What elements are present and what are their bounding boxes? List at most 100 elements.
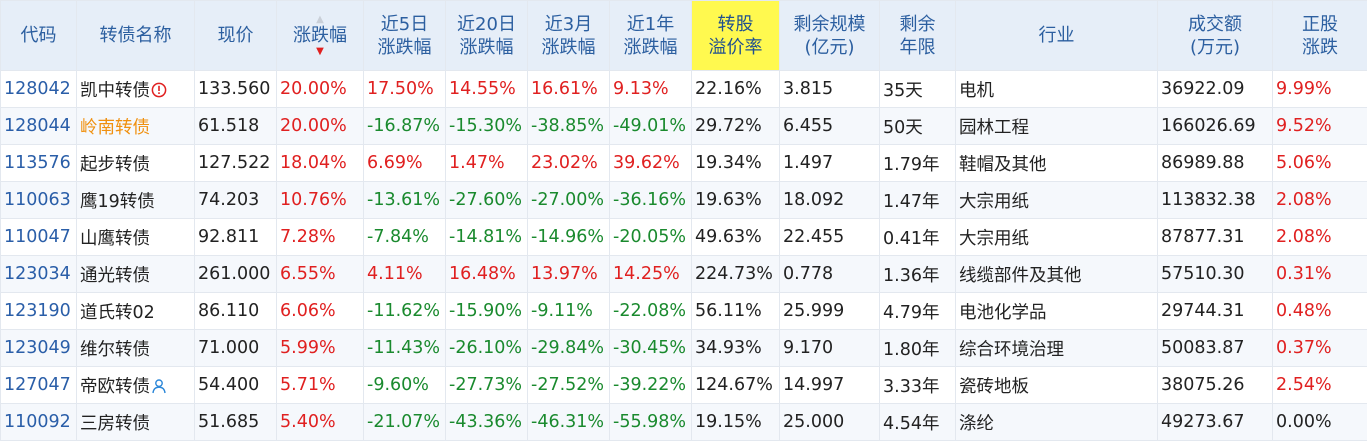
col-header-name[interactable]: 转债名称: [76, 0, 195, 71]
col-header-price[interactable]: 现价: [194, 0, 277, 71]
cell-industry: 鞋帽及其他: [955, 144, 1158, 182]
col-header-label: 近5日: [380, 13, 429, 35]
col-header-code[interactable]: 代码: [0, 0, 77, 71]
cell-price: 61.518: [194, 107, 277, 145]
stock_chg-value: 9.52%: [1276, 116, 1332, 136]
code-value[interactable]: 110047: [4, 227, 71, 247]
cell-code[interactable]: 113576: [0, 144, 77, 182]
cell-name[interactable]: 帝欧转债: [76, 366, 195, 404]
term-value: 1.79年: [883, 154, 940, 175]
chg3m-value: -27.52%: [531, 375, 605, 395]
cell-name[interactable]: 岭南转债: [76, 107, 195, 145]
table-row[interactable]: 110092 三房转债 51.685 5.40% -21.07% -43.36% -46.3…: [0, 403, 1367, 441]
table-row[interactable]: 128044 岭南转债 61.518 20.00% -16.87% -15.30% -38.…: [0, 107, 1367, 145]
cell-name[interactable]: 三房转债: [76, 403, 195, 441]
cell-code[interactable]: 110047: [0, 218, 77, 256]
cell-chg5d: -9.60%: [363, 366, 446, 404]
cell-code[interactable]: 123190: [0, 292, 77, 330]
table-row[interactable]: 110047 山鹰转债 92.811 7.28% -7.84% -14.81% -14.96…: [0, 218, 1367, 256]
cell-code[interactable]: 128044: [0, 107, 77, 145]
cell-code[interactable]: 127047: [0, 366, 77, 404]
cell-name[interactable]: 凯中转债: [76, 70, 195, 108]
name-value[interactable]: 岭南转债: [80, 117, 150, 138]
cell-name[interactable]: 道氏转02: [76, 292, 195, 330]
chg3m-value: -27.00%: [531, 190, 605, 210]
col-header-industry[interactable]: 行业: [955, 0, 1158, 71]
cell-code[interactable]: 128042: [0, 70, 77, 108]
name-value[interactable]: 凯中转债: [80, 80, 150, 101]
warning-circle-icon[interactable]: [151, 82, 167, 98]
code-value[interactable]: 113576: [4, 153, 71, 173]
premium-value: 56.11%: [695, 301, 762, 321]
chg1y-value: -20.05%: [613, 227, 687, 247]
table-body: 128042 凯中转债 133.560 20.00% 17.50% 14.55% 16.61…: [0, 70, 1367, 441]
chg-value: 18.04%: [280, 153, 347, 173]
code-value[interactable]: 123034: [4, 264, 71, 284]
cell-industry: 综合环境治理: [955, 329, 1158, 367]
cell-stock_chg: 0.37%: [1272, 329, 1367, 367]
cell-name[interactable]: 维尔转债: [76, 329, 195, 367]
col-header-chg20d[interactable]: 近20日 涨跌幅: [445, 0, 528, 71]
name-value[interactable]: 道氏转02: [80, 302, 155, 323]
table-row[interactable]: 123049 维尔转债 71.000 5.99% -11.43% -26.10% -29.8…: [0, 329, 1367, 367]
user-icon[interactable]: [151, 378, 167, 394]
code-value[interactable]: 110063: [4, 190, 71, 210]
cell-chg1y: -20.05%: [609, 218, 692, 256]
chg1y-value: -22.08%: [613, 301, 687, 321]
table-row[interactable]: 128042 凯中转债 133.560 20.00% 17.50% 14.55% 16.61…: [0, 70, 1367, 108]
cell-name[interactable]: 鹰19转债: [76, 181, 195, 219]
cell-code[interactable]: 110092: [0, 403, 77, 441]
cell-code[interactable]: 123049: [0, 329, 77, 367]
chg3m-value: 13.97%: [531, 264, 598, 284]
cell-code[interactable]: 123034: [0, 255, 77, 293]
name-value[interactable]: 帝欧转债: [80, 376, 150, 397]
cell-name[interactable]: 山鹰转债: [76, 218, 195, 256]
chg20d-value: -26.10%: [449, 338, 523, 358]
table-row[interactable]: 110063 鹰19转债 74.203 10.76% -13.61% -27.60% -27…: [0, 181, 1367, 219]
cell-price: 74.203: [194, 181, 277, 219]
premium-value: 22.16%: [695, 79, 762, 99]
chg1y-value: 14.25%: [613, 264, 680, 284]
table-row[interactable]: 113576 起步转债 127.522 18.04% 6.69% 1.47% 23.02% 3…: [0, 144, 1367, 182]
table-row[interactable]: 127047 帝欧转债 54.400 5.71% -9.60% -27.73% -27.52…: [0, 366, 1367, 404]
col-header-label: 涨跌幅: [541, 36, 596, 58]
cell-premium: 22.16%: [691, 70, 780, 108]
col-header-term[interactable]: 剩余 年限: [879, 0, 956, 71]
cell-name[interactable]: 通光转债: [76, 255, 195, 293]
code-value[interactable]: 128044: [4, 116, 71, 136]
cell-chg3m: -46.31%: [527, 403, 610, 441]
chg20d-value: -15.90%: [449, 301, 523, 321]
cell-code[interactable]: 110063: [0, 181, 77, 219]
cell-stock_chg: 2.08%: [1272, 181, 1367, 219]
cell-chg5d: -13.61%: [363, 181, 446, 219]
name-value[interactable]: 维尔转债: [80, 339, 150, 360]
col-header-chg[interactable]: ▲ 涨跌幅 ▼: [276, 0, 364, 71]
col-header-premium[interactable]: 转股 溢价率: [691, 0, 780, 71]
col-header-stock_chg[interactable]: 正股 涨跌: [1272, 0, 1367, 71]
name-value[interactable]: 鹰19转债: [80, 191, 155, 212]
name-value[interactable]: 山鹰转债: [80, 228, 150, 249]
col-header-size[interactable]: 剩余规模 (亿元): [779, 0, 880, 71]
code-value[interactable]: 127047: [4, 375, 71, 395]
col-header-chg3m[interactable]: 近3月 涨跌幅: [527, 0, 610, 71]
table-row[interactable]: 123034 通光转债 261.000 6.55% 4.11% 16.48% 13.97% 1…: [0, 255, 1367, 293]
col-header-volume[interactable]: 成交额 (万元): [1157, 0, 1273, 71]
name-value[interactable]: 通光转债: [80, 265, 150, 286]
code-value[interactable]: 128042: [4, 79, 71, 99]
name-value[interactable]: 起步转债: [80, 154, 150, 175]
col-header-chg1y[interactable]: 近1年 涨跌幅: [609, 0, 692, 71]
chg20d-value: -27.73%: [449, 375, 523, 395]
name-value[interactable]: 三房转债: [80, 413, 150, 434]
chg20d-value: 16.48%: [449, 264, 516, 284]
cell-name[interactable]: 起步转债: [76, 144, 195, 182]
stock_chg-value: 2.08%: [1276, 227, 1332, 247]
chg20d-value: -14.81%: [449, 227, 523, 247]
table-row[interactable]: 123190 道氏转02 86.110 6.06% -11.62% -15.90% -9.1…: [0, 292, 1367, 330]
code-value[interactable]: 110092: [4, 412, 71, 432]
stock_chg-value: 0.31%: [1276, 264, 1332, 284]
cell-chg: 6.06%: [276, 292, 364, 330]
cell-chg3m: -29.84%: [527, 329, 610, 367]
code-value[interactable]: 123049: [4, 338, 71, 358]
code-value[interactable]: 123190: [4, 301, 71, 321]
col-header-chg5d[interactable]: 近5日 涨跌幅: [363, 0, 446, 71]
